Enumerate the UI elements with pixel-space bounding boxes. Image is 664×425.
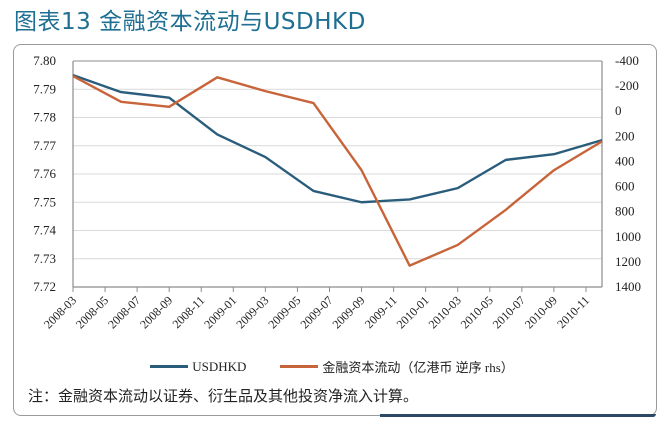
right-axis-tick-label: 1400 — [615, 279, 641, 294]
x-axis-tick-label: 2009-07 — [297, 293, 335, 331]
x-axis-tick-label: 2009-11 — [362, 293, 400, 331]
legend-label-usdhkd: USDHKD — [192, 358, 247, 374]
x-axis-tick-label: 2008-03 — [41, 293, 79, 331]
left-axis-tick-label: 7.72 — [33, 279, 56, 294]
x-axis-tick-label: 2010-11 — [554, 293, 592, 331]
legend-item-capital-flow: 金融资本流动（亿港币 逆序 rhs） — [280, 357, 514, 376]
series-capital-flow-line — [72, 75, 603, 267]
series-usdhkd-line — [72, 73, 603, 204]
right-axis-tick-label: -400 — [615, 53, 639, 68]
x-axis-tick-label: 2008-07 — [105, 293, 143, 331]
left-axis-tick-label: 7.73 — [33, 251, 56, 266]
legend-swatch-capital-flow — [280, 365, 319, 368]
left-axis-tick-label: 7.76 — [33, 166, 56, 181]
right-axis-tick-label: 200 — [615, 128, 635, 143]
x-axis-tick-label: 2008-11 — [169, 293, 207, 331]
left-axis-tick-label: 7.78 — [33, 110, 56, 125]
x-axis-tick-label: 2010-07 — [490, 293, 528, 331]
right-axis-tick-label: -200 — [615, 78, 639, 93]
right-axis-tick-label: 1000 — [615, 229, 641, 244]
footnote: 注：金融资本流动以证券、衍生品及其他投资净流入计算。 — [28, 387, 419, 405]
right-axis-tick-label: 600 — [615, 179, 635, 194]
right-axis-tick-label: 400 — [615, 153, 635, 168]
x-axis-tick-label: 2010-09 — [522, 293, 560, 331]
x-axis-tick-label: 2009-03 — [233, 293, 271, 331]
x-axis-tick-label: 2008-09 — [137, 293, 175, 331]
right-axis-tick-label: 800 — [615, 204, 635, 219]
left-axis-tick-label: 7.77 — [33, 138, 56, 153]
legend-item-usdhkd: USDHKD — [150, 357, 246, 376]
x-axis-tick-label: 2009-05 — [265, 293, 303, 331]
x-axis-tick-label: 2009-01 — [201, 293, 239, 331]
left-axis-tick-label: 7.79 — [33, 81, 56, 96]
legend-label-capital-flow: 金融资本流动（亿港币 逆序 rhs） — [322, 360, 514, 375]
x-axis-tick-label: 2010-03 — [426, 293, 464, 331]
right-axis-tick-label: 1200 — [615, 254, 641, 269]
x-axis-tick-label: 2010-01 — [394, 293, 432, 331]
frame-shadow-decoration — [380, 414, 656, 417]
left-axis-tick-label: 7.74 — [33, 223, 56, 238]
x-axis-tick-label: 2008-05 — [73, 293, 111, 331]
x-axis-tick-label: 2010-05 — [458, 293, 496, 331]
legend: USDHKD 金融资本流动（亿港币 逆序 rhs） — [0, 357, 664, 376]
legend-swatch-usdhkd — [150, 365, 189, 368]
x-axis-tick-label: 2009-09 — [329, 293, 367, 331]
left-axis-tick-label: 7.75 — [33, 194, 56, 209]
right-axis-tick-label: 0 — [615, 103, 622, 118]
chart-title: 图表13 金融资本流动与USDHKD — [14, 9, 366, 35]
left-axis-tick-label: 7.80 — [33, 53, 56, 68]
